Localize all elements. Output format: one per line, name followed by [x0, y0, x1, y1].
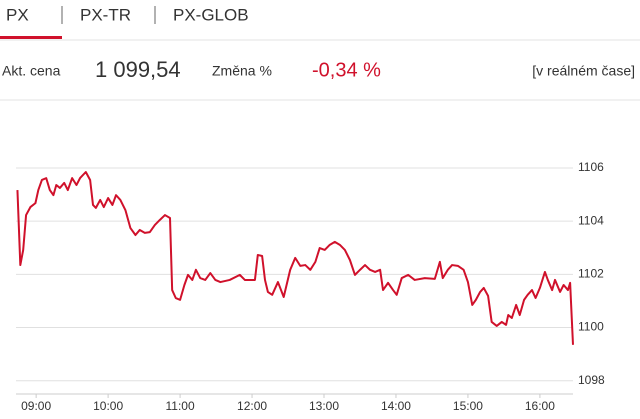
x-tick-label: 13:00 — [309, 399, 339, 413]
change: -0,34 % — [312, 59, 381, 81]
price-line — [16, 170, 574, 345]
tab[interactable]: PX — [6, 5, 29, 24]
y-tick-label: 1104 — [578, 213, 604, 227]
y-tick-label: 1106 — [578, 160, 604, 174]
x-tick-label: 12:00 — [237, 399, 267, 413]
y-tick-label: 1102 — [578, 267, 604, 281]
active-tab-underline — [0, 36, 62, 39]
x-tick-label: 16:00 — [525, 399, 555, 413]
price-label: Akt. cena — [2, 63, 61, 79]
x-tick-label: 10:00 — [93, 399, 123, 413]
change-label: Změna % — [212, 63, 272, 79]
x-tick-label: 11:00 — [166, 399, 195, 413]
y-tick-label: 1100 — [578, 320, 604, 334]
realtime-note: [v reálném čase] — [532, 63, 635, 79]
x-tick-label: 09:00 — [21, 399, 51, 413]
x-tick-label: 14:00 — [381, 399, 411, 413]
tab[interactable]: PX-GLOB — [173, 5, 249, 24]
y-tick-label: 1098 — [578, 373, 605, 387]
tab[interactable]: PX-TR — [80, 5, 131, 24]
x-tick-label: 15:00 — [453, 399, 483, 413]
price: 1 099,54 — [95, 57, 181, 82]
